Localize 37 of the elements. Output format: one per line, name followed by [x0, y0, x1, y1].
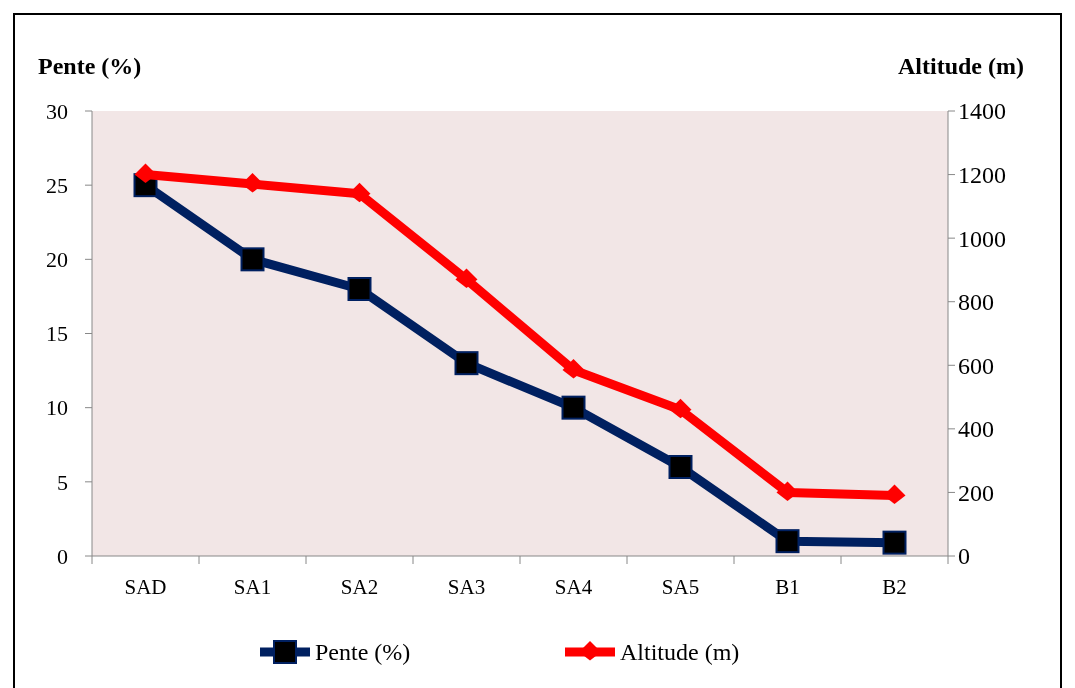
point: [454, 351, 479, 376]
y2-tick-label: 800: [958, 289, 994, 316]
point: [455, 268, 478, 288]
y-tick-label: 5: [57, 469, 68, 495]
y2-tick-label: 1200: [958, 161, 1006, 188]
point: [240, 247, 265, 272]
y-axis-title: Pente (%): [38, 53, 142, 79]
y-tick-label: 20: [46, 247, 68, 273]
point: [669, 398, 692, 419]
legend-label: Pente (%): [315, 639, 411, 666]
x-tick-label: SA2: [340, 575, 379, 599]
y2-tick-label: 600: [958, 352, 994, 379]
x-tick-label: B2: [882, 575, 907, 599]
x-tick-label: SA4: [554, 575, 593, 599]
y2-tick-label: 200: [958, 479, 994, 506]
y-tick-label: 30: [46, 98, 68, 124]
y-tick-label: 25: [46, 172, 68, 198]
point: [561, 395, 586, 420]
y2-tick-label: 400: [958, 416, 994, 443]
point: [347, 277, 372, 301]
point: [668, 455, 693, 479]
y2-tick-label: 0: [958, 543, 970, 570]
x-tick-label: SA3: [447, 575, 486, 599]
y2-tick-label: 1400: [958, 98, 1006, 125]
y2-axis-title: Altitude (m): [898, 53, 1024, 79]
y-tick-label: 10: [46, 395, 68, 421]
x-tick-label: SA1: [233, 575, 272, 599]
legend-label: Altitude (m): [620, 639, 740, 666]
point: [882, 530, 907, 555]
point: [562, 359, 585, 379]
y2-tick-label: 1000: [958, 225, 1006, 252]
x-tick-label: B1: [775, 575, 800, 599]
point: [775, 529, 800, 554]
x-tick-label: SA5: [661, 575, 700, 599]
y-tick-label: 0: [57, 543, 68, 569]
y-tick-label: 15: [46, 321, 68, 347]
x-tick-label: SAD: [124, 575, 167, 599]
